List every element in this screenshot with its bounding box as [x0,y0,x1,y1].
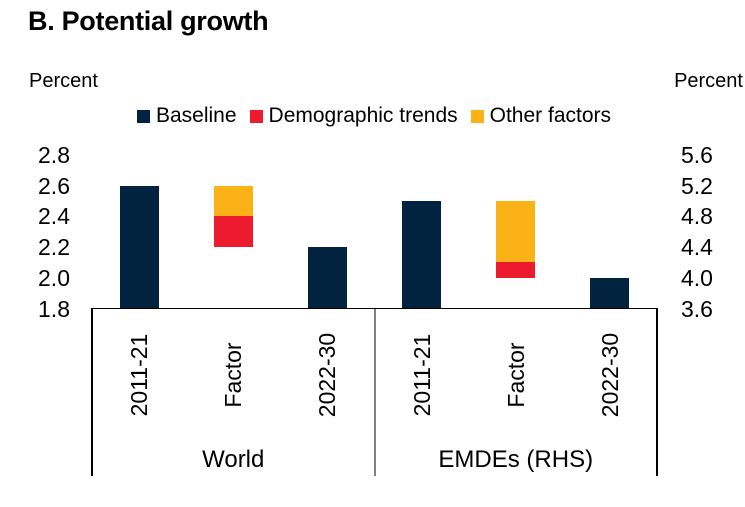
bar-segment-demographic [496,262,536,278]
left-axis-tick-label: 2.6 [38,172,70,199]
right-axis-tick-label: 5.2 [681,172,713,199]
legend-swatch-baseline [136,109,150,123]
bar-segment-demographic [213,216,253,248]
left-axis-tick-label: 2.4 [38,203,70,230]
legend-item: Other factors [470,104,612,128]
category-label: 2011-21 [126,333,153,417]
right-axis-unit-label: Percent [674,70,743,92]
right-axis-tick-label: 3.6 [681,295,713,322]
category-label: 2022-30 [314,332,341,418]
label-box-right-line [656,308,658,476]
chart-title: B. Potential growth [28,6,269,36]
right-axis-tick-label: 4.0 [681,264,713,291]
legend-swatch-demographic [249,109,263,123]
right-axis-tick-label: 4.8 [681,203,713,230]
left-axis-unit-label: Percent [29,70,98,92]
bar-baseline [307,247,347,309]
right-axis-tick-label: 4.4 [681,234,713,261]
legend-label: Other factors [489,104,612,127]
left-axis-tick-label: 2.0 [38,264,70,291]
legend-label: Demographic trends [268,104,458,127]
left-axis-tick-label: 2.2 [38,234,70,261]
group-divider-line [374,308,376,476]
left-axis-tick-label: 2.8 [38,142,70,168]
category-label: Factor [220,342,247,408]
legend-item: Baseline [136,104,237,128]
legend-swatch-other [470,109,484,123]
bar-segment-other [496,201,536,263]
bar-baseline [590,277,630,309]
bar-baseline [119,185,159,309]
x-axis-line [91,307,658,310]
legend-item: Demographic trends [249,104,458,128]
category-label: 2011-21 [408,333,435,417]
legend-label: Baseline [155,104,237,127]
bar-baseline [402,201,442,309]
category-label: Factor [502,342,529,408]
label-box-left-line [91,308,93,476]
right-axis-tick-label: 5.6 [681,142,713,168]
category-label: 2022-30 [596,332,623,418]
group-label: EMDEs (RHS) [438,446,594,473]
group-label: World [202,446,265,473]
legend: Baseline Demographic trends Other factors [88,104,660,128]
left-axis-tick-label: 1.8 [38,295,70,322]
bar-segment-other [213,185,253,217]
